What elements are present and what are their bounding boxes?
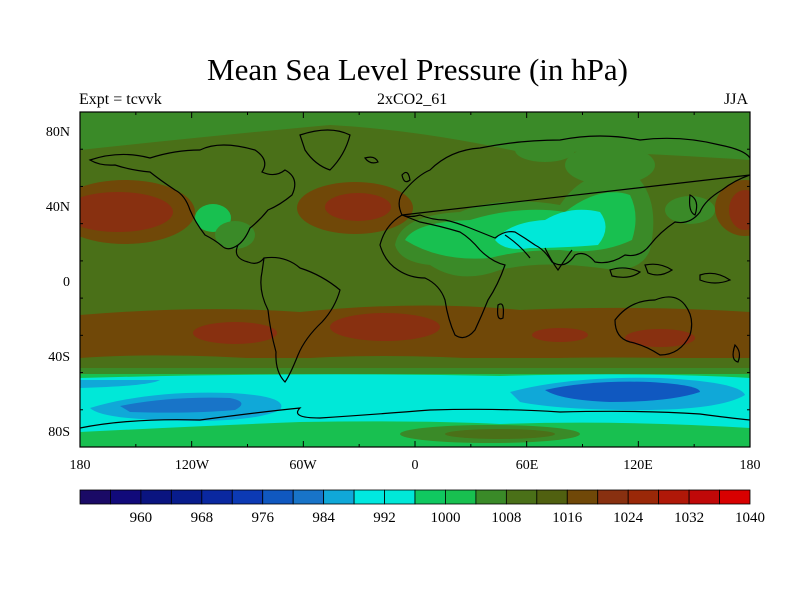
- colorbar-swatch: [627, 489, 660, 505]
- lat-tick-label: 80N: [46, 125, 70, 140]
- colorbar-label: 968: [191, 510, 214, 526]
- colorbar: [79, 489, 751, 505]
- colorbar-swatch: [323, 489, 355, 505]
- colorbar-swatch: [201, 489, 233, 505]
- lon-tick-label: 120W: [175, 458, 210, 473]
- colorbar-label: 992: [373, 510, 396, 526]
- colorbar-swatch: [688, 489, 720, 505]
- colorbar-label: 976: [251, 510, 274, 526]
- colorbar-label: 1016: [552, 510, 583, 526]
- colorbar-label: 960: [130, 510, 153, 526]
- colorbar-swatch: [658, 489, 690, 505]
- lat-tick-label: 0: [63, 275, 70, 290]
- lat-axis: 80N 40N 0 40S 80S: [46, 125, 70, 440]
- colorbar-swatch: [110, 489, 142, 505]
- season-label: JJA: [724, 91, 749, 108]
- lat-tick-label: 80S: [48, 425, 70, 440]
- colorbar-swatch: [414, 489, 446, 505]
- colorbar-label: 1024: [613, 510, 644, 526]
- lon-tick-label: 60E: [516, 458, 539, 473]
- lon-tick-label: 60W: [289, 458, 317, 473]
- lon-tick-label: 0: [412, 458, 419, 473]
- coastlines: [80, 129, 750, 429]
- colorbar-swatch: [597, 489, 629, 505]
- colorbar-swatch: [505, 489, 538, 505]
- colorbar-label: 1040: [735, 510, 765, 526]
- colorbar-label: 1000: [430, 510, 460, 526]
- experiment-label: Expt = tcvvk: [79, 91, 162, 108]
- colorbar-swatch: [384, 489, 416, 505]
- lon-axis: 180 120W 60W 0 60E 120E 180: [70, 458, 761, 473]
- colorbar-label: 1008: [491, 510, 521, 526]
- lat-tick-label: 40S: [48, 350, 70, 365]
- colorbar-labels: 960 968 976 984 992 1000 1008 1016 1024 …: [130, 510, 765, 526]
- colorbar-swatch: [231, 489, 264, 505]
- colorbar-label: 984: [312, 510, 335, 526]
- case-label: 2xCO2_61: [377, 91, 448, 108]
- colorbar-swatch: [536, 489, 568, 505]
- field-arctic: [80, 112, 750, 160]
- lat-tick-label: 40N: [46, 200, 70, 215]
- colorbar-swatch: [719, 489, 751, 505]
- axis-ticks: [79, 111, 751, 448]
- lon-tick-label: 180: [70, 458, 91, 473]
- colorbar-swatch: [170, 489, 203, 505]
- map-title: Mean Sea Level Pressure (in hPa): [207, 52, 628, 87]
- colorbar-swatch: [79, 489, 111, 505]
- colorbar-swatch: [475, 489, 507, 505]
- colorbar-label: 1032: [674, 510, 704, 526]
- colorbar-swatch: [566, 489, 599, 505]
- colorbar-swatch: [353, 489, 385, 505]
- colorbar-swatch: [140, 489, 172, 505]
- colorbar-swatch: [262, 489, 294, 505]
- colorbar-swatch: [445, 489, 477, 505]
- pressure-field: [80, 112, 750, 447]
- lon-tick-label: 180: [740, 458, 761, 473]
- colorbar-swatch: [292, 489, 325, 505]
- lon-tick-label: 120E: [623, 458, 653, 473]
